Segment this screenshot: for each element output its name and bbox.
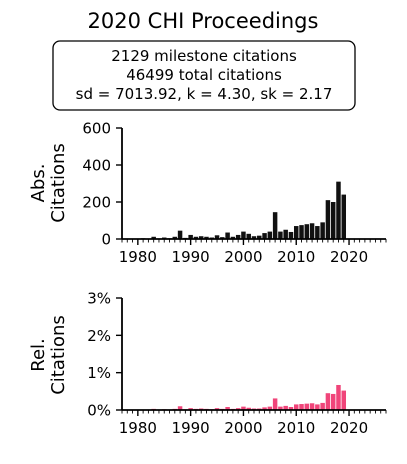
bar <box>262 407 267 410</box>
x-tick-label: 2020 <box>330 419 368 437</box>
bar <box>177 230 183 239</box>
y-tick-label: 400 <box>82 157 111 175</box>
bar <box>246 233 251 239</box>
bar <box>299 404 304 410</box>
x-tick-label: 1980 <box>119 248 157 266</box>
bar <box>283 405 288 410</box>
y-axis-label: Citations <box>48 143 69 223</box>
y-axis-label: Abs. <box>28 164 49 203</box>
bar <box>320 222 325 239</box>
bar <box>257 235 262 239</box>
bar <box>235 408 241 410</box>
bar <box>251 236 257 239</box>
bar <box>288 407 294 410</box>
bar <box>214 235 220 239</box>
bar <box>198 236 204 239</box>
bar <box>235 234 241 239</box>
bar <box>177 406 183 410</box>
bar <box>309 403 315 410</box>
stats-box-frame <box>52 40 356 111</box>
stats-total-citations: 46499 total citations <box>126 66 282 84</box>
bar <box>220 237 225 239</box>
bar <box>204 236 209 239</box>
bar <box>336 181 341 239</box>
bar <box>325 200 331 239</box>
bar <box>309 223 315 239</box>
bar <box>246 407 251 410</box>
bar <box>315 404 320 410</box>
bar <box>299 225 304 239</box>
bar <box>172 236 178 239</box>
x-tick-label: 2000 <box>224 248 262 266</box>
x-tick-label: 2010 <box>277 419 315 437</box>
bar <box>272 398 278 410</box>
x-tick-label: 2020 <box>330 248 368 266</box>
y-axis-label: Rel. <box>28 338 49 372</box>
bar <box>214 408 220 410</box>
bar <box>151 236 156 239</box>
bar <box>341 194 347 239</box>
abs-citations-chart: 0 200 400 600 1980 1990 2000 2010 2020 Abs. Citati… <box>28 120 387 266</box>
bar <box>225 407 230 410</box>
bar <box>315 226 320 239</box>
y-tick-label: 1% <box>87 364 111 382</box>
bar <box>288 231 294 239</box>
bar <box>272 212 278 239</box>
bar <box>304 224 310 239</box>
bar <box>241 231 246 239</box>
bar <box>320 402 325 410</box>
rel-citations-chart: 0% 1% 2% 3% 1980 1990 2000 2010 2020 Rel. Citation… <box>28 290 387 437</box>
stats-milestone-citations: 2129 milestone citations <box>111 47 297 65</box>
stats-distribution-measures: sd = 7013.92, k = 4.30, sk = 2.17 <box>76 85 333 103</box>
chart-title: 2020 CHI Proceedings <box>88 9 319 33</box>
bar <box>188 408 193 410</box>
x-tick-label: 1990 <box>172 248 210 266</box>
x-tick-label: 1990 <box>172 419 210 437</box>
bar <box>304 403 310 410</box>
bar <box>267 406 273 410</box>
y-tick-label: 3% <box>87 290 111 308</box>
bar <box>278 406 283 410</box>
bar <box>341 390 347 410</box>
y-axis-label: Citations <box>48 315 69 395</box>
bar <box>188 234 193 239</box>
bar <box>230 236 236 239</box>
bar <box>293 226 299 239</box>
x-tick-label: 2000 <box>224 419 262 437</box>
bar <box>241 406 246 410</box>
y-tick-label: 200 <box>82 194 111 212</box>
bar <box>325 393 331 410</box>
bar <box>267 231 273 239</box>
bar <box>330 393 336 410</box>
y-tick-label: 0 <box>101 231 111 249</box>
y-tick-label: 600 <box>82 120 111 138</box>
bar <box>283 229 288 239</box>
bar <box>330 202 336 239</box>
x-tick-label: 2010 <box>277 248 315 266</box>
x-tick-label: 1980 <box>119 419 157 437</box>
y-tick-label: 0% <box>87 402 111 420</box>
bar <box>336 384 341 410</box>
bar <box>193 236 199 239</box>
bar <box>225 232 230 239</box>
stats-box: 2129 milestone citations 46499 total cit… <box>52 40 356 111</box>
bar <box>278 231 283 239</box>
bar <box>293 404 299 410</box>
y-tick-label: 2% <box>87 327 111 345</box>
bar <box>262 233 267 239</box>
